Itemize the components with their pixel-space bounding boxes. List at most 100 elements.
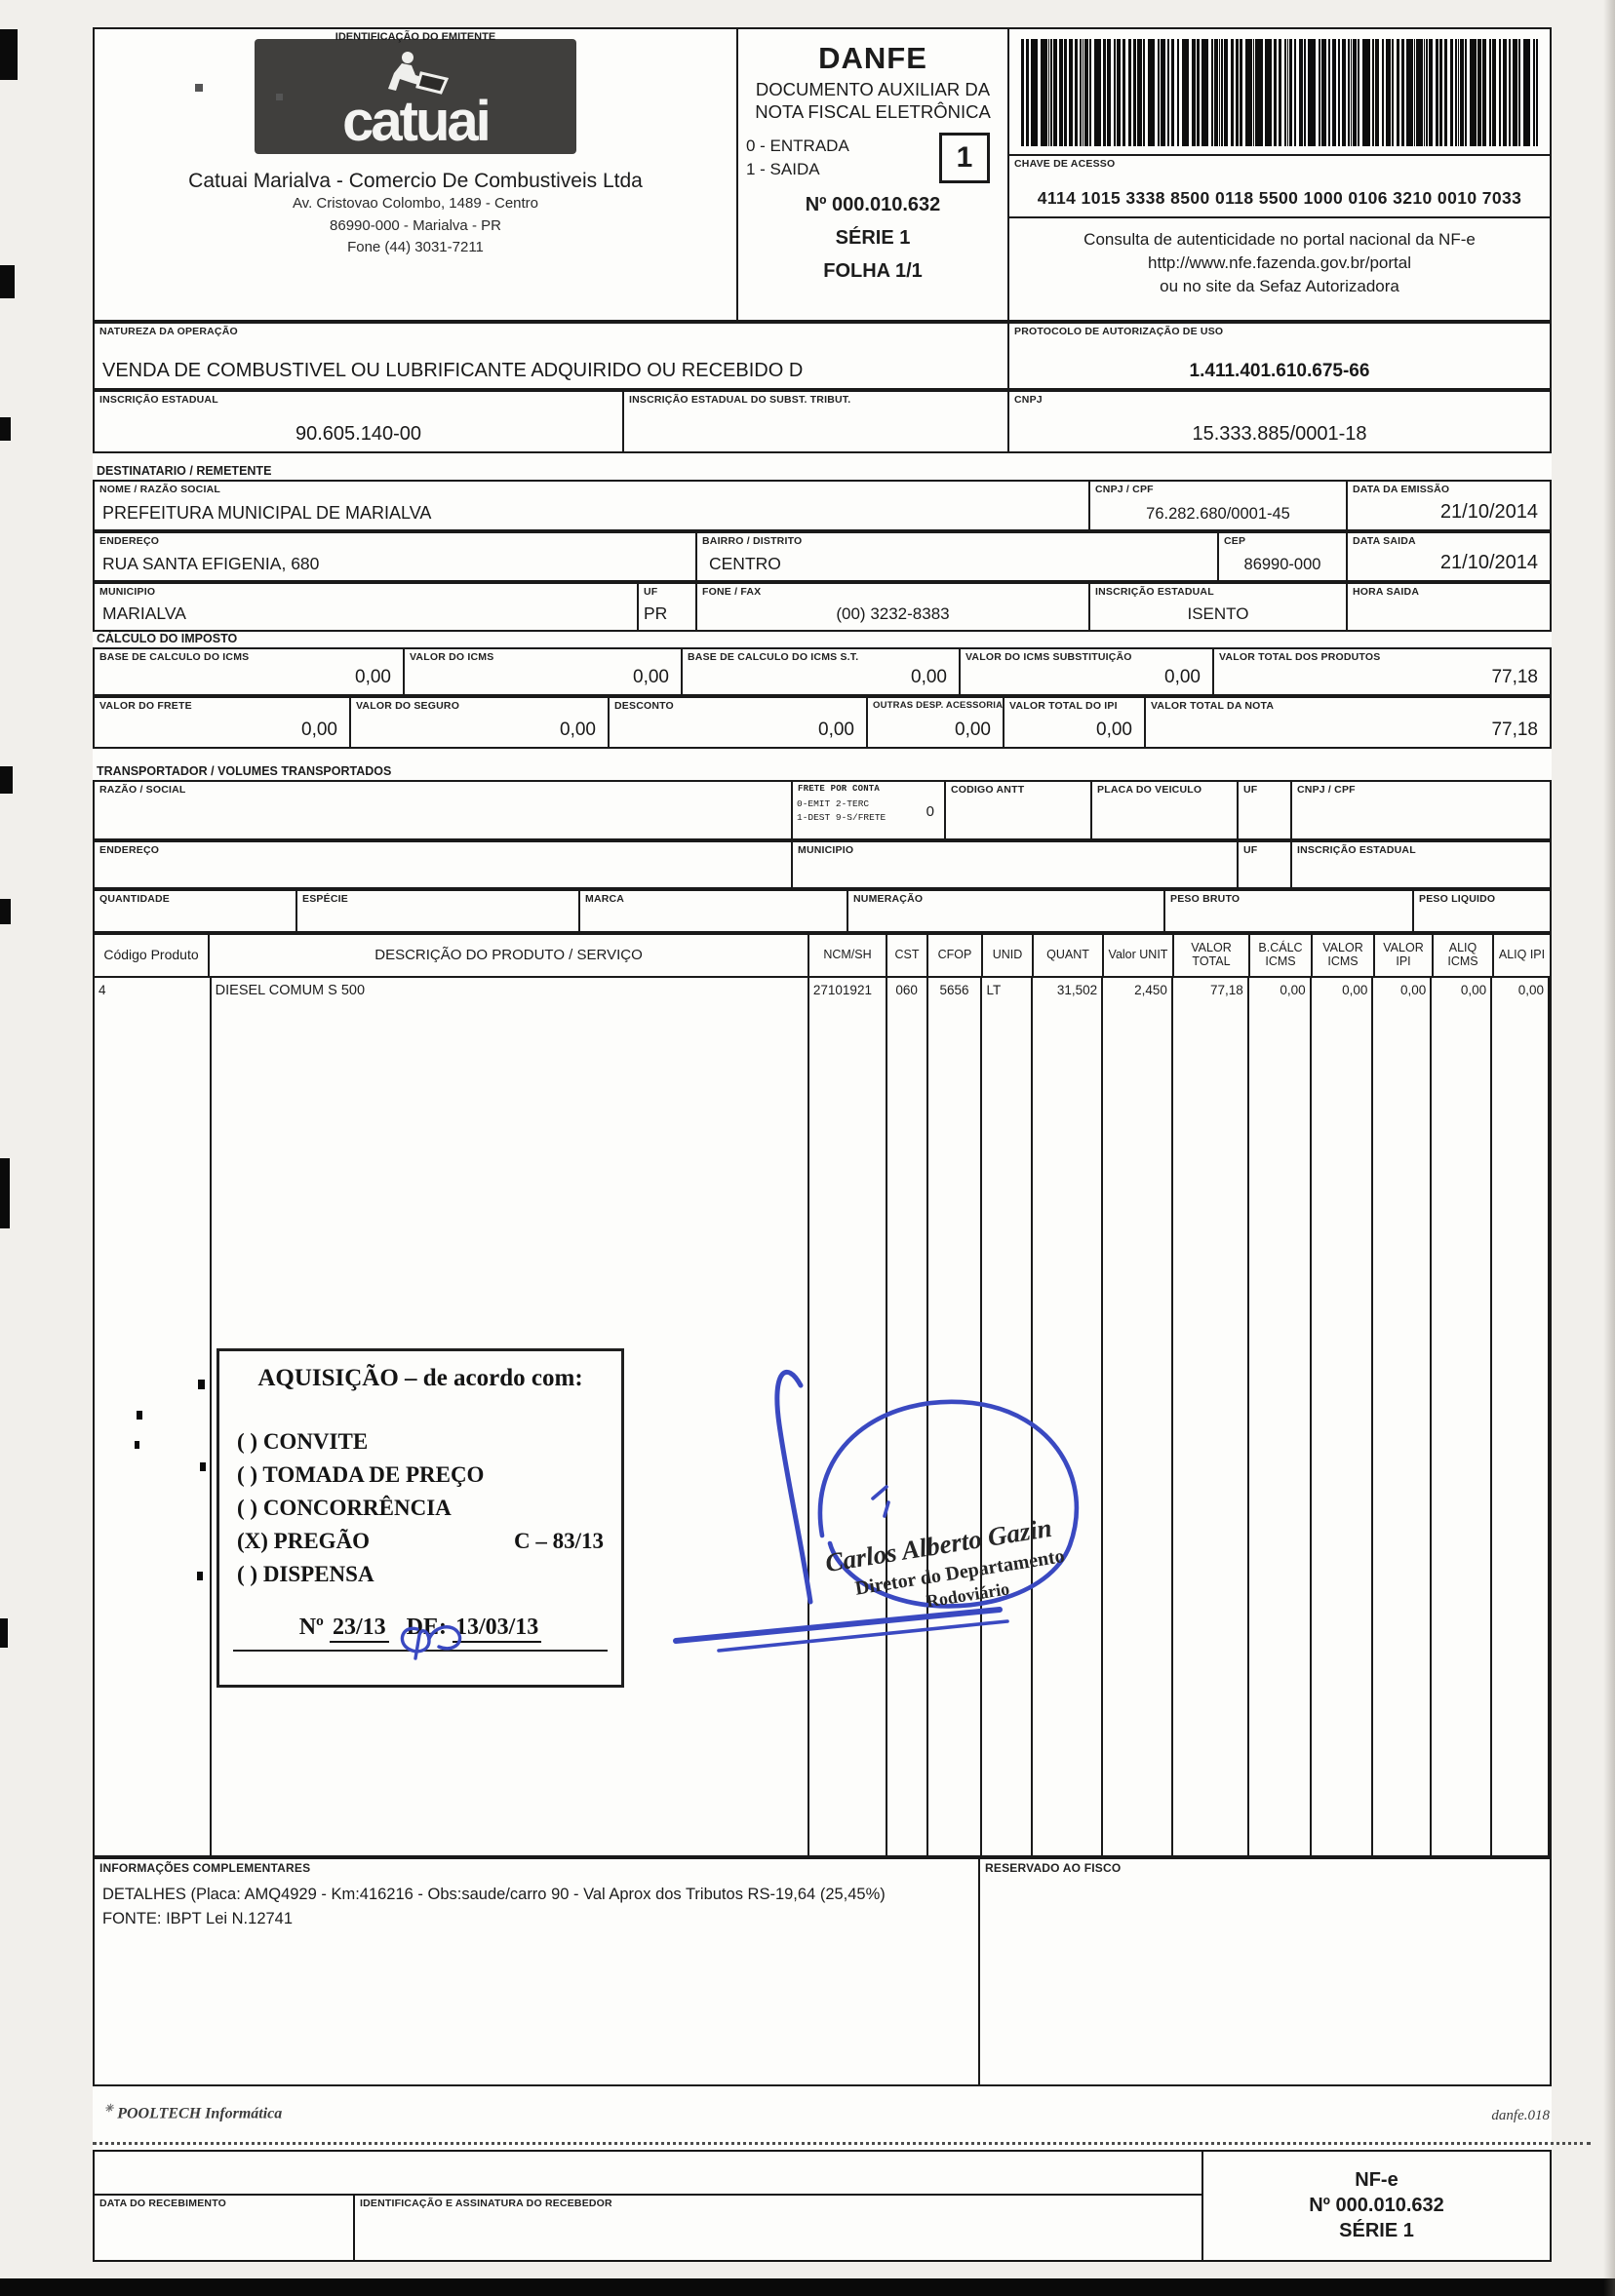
field-data-recebimento: DATA DO RECEBIMENTO <box>95 2196 355 2260</box>
ie-valor: 90.605.140-00 <box>295 423 421 445</box>
imposto-row-2: VALOR DO FRETE 0,00 VALOR DO SEGURO 0,00… <box>93 696 1552 749</box>
field-natureza-operacao: NATUREZA DA OPERAÇÃO VENDA DE COMBUSTIVE… <box>93 322 1009 390</box>
dest-municipio-valor: MARIALVA <box>102 603 186 623</box>
doc-reference: danfe.018 <box>1491 2108 1550 2123</box>
transp-ie-label: INSCRIÇÃO ESTADUAL <box>1297 844 1416 856</box>
numeracao-label: NUMERAÇÃO <box>853 893 924 905</box>
frete-conta-linha-2: 1-DEST 9-S/FRETE <box>797 812 886 824</box>
field-marca: MARCA <box>580 889 848 933</box>
scan-artifact <box>0 1618 8 1648</box>
data-emissao-label: DATA DA EMISSÃO <box>1353 484 1450 495</box>
cnpj-valor: 15.333.885/0001-18 <box>1192 423 1367 445</box>
perforation-dotted-line <box>93 2142 1591 2145</box>
item-valor-icms: 0,00 <box>1312 978 1374 1855</box>
header-block: IDENTIFICAÇÃO DO EMITENTE catuai Catuai … <box>93 27 1552 322</box>
dest-uf-valor: PR <box>644 603 668 623</box>
nota-folha: FOLHA 1/1 <box>823 260 923 283</box>
desconto-valor: 0,00 <box>818 720 854 740</box>
vendor-credit: ✳ POOLTECH Informática <box>104 2102 282 2122</box>
stamp-option-tomada: ( ) TOMADA DE PREÇO <box>237 1462 485 1487</box>
valor-frete-valor: 0,00 <box>301 720 337 740</box>
scan-speck <box>195 84 203 92</box>
total-produtos-valor: 77,18 <box>1491 667 1538 687</box>
danfe-title: DANFE <box>818 41 927 75</box>
field-dest-cnpj: CNPJ / CPF 76.282.680/0001-45 <box>1090 480 1348 531</box>
dest-endereco-label: ENDEREÇO <box>99 535 160 547</box>
placa-veiculo-label: PLACA DO VEICULO <box>1097 784 1202 796</box>
data-saida-valor: 21/10/2014 <box>1439 552 1538 573</box>
dest-nome-label: NOME / RAZÃO SOCIAL <box>99 484 220 495</box>
field-valor-seguro: VALOR DO SEGURO 0,00 <box>351 696 610 749</box>
item-descricao: DIESEL COMUM S 500 <box>212 978 809 1855</box>
dest-uf-label: UF <box>644 586 658 598</box>
col-header-quant: QUANT <box>1034 933 1104 978</box>
emitente-nome: Catuai Marialva - Comercio De Combustive… <box>188 170 643 192</box>
stamp-option-convite: ( ) CONVITE <box>237 1429 369 1454</box>
field-dest-cep: CEP 86990-000 <box>1219 531 1348 582</box>
item-aliq-ipi: 0,00 <box>1492 978 1550 1855</box>
transportador-row-2: ENDEREÇO MUNICIPIO UF INSCRIÇÃO ESTADUAL <box>93 840 1552 889</box>
stamp-numero-valor: 23/13 <box>329 1615 389 1643</box>
bc-icms-valor: 0,00 <box>355 667 391 687</box>
dest-endereco-valor: RUA SANTA EFIGENIA, 680 <box>102 554 320 573</box>
canhoto-nfe-serie: SÉRIE 1 <box>1339 2220 1414 2241</box>
dest-cnpj-label: CNPJ / CPF <box>1095 484 1154 495</box>
field-dest-endereco: ENDEREÇO RUA SANTA EFIGENIA, 680 <box>93 531 697 582</box>
item-cst: 060 <box>887 978 928 1855</box>
destinatario-row-3: MUNICIPIO MARIALVA UF PR FONE / FAX (00)… <box>93 582 1552 632</box>
field-peso-bruto: PESO BRUTO <box>1165 889 1414 933</box>
field-frete-por-conta: FRETE POR CONTA 0-EMIT 2-TERC 1-DEST 9-S… <box>793 780 946 840</box>
col-header-aliq-icms: ALIQ ICMS <box>1434 933 1494 978</box>
col-header-codigo: Código Produto <box>93 933 210 978</box>
icms-subst-valor: 0,00 <box>1164 667 1201 687</box>
data-saida-label: DATA SAIDA <box>1353 535 1416 547</box>
field-especie: ESPÉCIE <box>297 889 580 933</box>
catuai-logo: catuai <box>255 39 576 154</box>
field-transp-municipio: MUNICIPIO <box>793 840 1239 889</box>
emitente-cidade: 86990-000 - Marialva - PR <box>330 216 501 234</box>
entrada-label: 0 - ENTRADA <box>746 136 849 155</box>
consulta-linha-3: ou no site da Sefaz Autorizadora <box>1160 276 1399 295</box>
field-peso-liquido: PESO LIQUIDO <box>1414 889 1552 933</box>
emitente-fone: Fone (44) 3031-7211 <box>347 239 484 255</box>
transp-uf-2-label: UF <box>1243 844 1258 856</box>
transp-razao-label: RAZÃO / SOCIAL <box>99 784 186 796</box>
valor-seguro-valor: 0,00 <box>560 720 596 740</box>
field-codigo-antt: CODIGO ANTT <box>946 780 1092 840</box>
scan-speck <box>200 1462 206 1471</box>
vendor-icon: ✳ <box>104 2103 114 2115</box>
quantidade-label: QUANTIDADE <box>99 893 170 905</box>
scan-edge-shadow <box>1603 0 1615 2296</box>
emitente-box: IDENTIFICAÇÃO DO EMITENTE catuai Catuai … <box>93 27 738 322</box>
chave-column: CHAVE DE ACESSO 4114 1015 3338 8500 0118… <box>1009 27 1552 322</box>
field-transp-cnpj: CNPJ / CPF <box>1292 780 1552 840</box>
chave-acesso-box: CHAVE DE ACESSO 4114 1015 3338 8500 0118… <box>1009 154 1550 216</box>
col-header-unid: UNID <box>983 933 1034 978</box>
ie-subst-label: INSCRIÇÃO ESTADUAL DO SUBST. TRIBUT. <box>629 394 851 406</box>
frete-conta-valor: 0 <box>926 803 934 820</box>
dest-cep-label: CEP <box>1224 535 1246 547</box>
dest-ie-label: INSCRIÇÃO ESTADUAL <box>1095 586 1214 598</box>
field-data-emissao: DATA DA EMISSÃO 21/10/2014 <box>1348 480 1552 531</box>
field-desconto: DESCONTO 0,00 <box>610 696 868 749</box>
consulta-box: Consulta de autenticidade no portal naci… <box>1009 216 1550 320</box>
informacoes-linha-1: DETALHES (Placa: AMQ4929 - Km:416216 - O… <box>102 1886 886 1903</box>
stamp-option-pregao: (X) PREGÃO C – 83/13 <box>237 1525 604 1558</box>
danfe-box: DANFE DOCUMENTO AUXILIAR DA NOTA FISCAL … <box>738 27 1009 322</box>
total-nota-valor: 77,18 <box>1491 720 1538 740</box>
canhoto-recibo: DATA DO RECEBIMENTO IDENTIFICAÇÃO E ASSI… <box>93 2150 1552 2262</box>
field-hora-saida: HORA SAIDA <box>1348 582 1552 632</box>
canhoto-nfe-numero: Nº 000.010.632 <box>1309 2195 1444 2216</box>
field-reservado-fisco: RESERVADO AO FISCO <box>980 1857 1552 2086</box>
canhoto-recibo-strip <box>95 2152 1201 2196</box>
item-aliq-icms: 0,00 <box>1432 978 1493 1855</box>
chave-acesso-label: CHAVE DE ACESSO <box>1014 158 1116 170</box>
informacoes-texto: DETALHES (Placa: AMQ4929 - Km:416216 - O… <box>102 1883 968 1931</box>
natureza-valor: VENDA DE COMBUSTIVEL OU LUBRIFICANTE ADQ… <box>102 360 804 381</box>
stamp-numero-label: Nº <box>298 1615 324 1640</box>
total-ipi-valor: 0,00 <box>1096 720 1132 740</box>
total-ipi-label: VALOR TOTAL DO IPI <box>1009 700 1118 712</box>
col-header-aliq-ipi: ALIQ IPI <box>1494 933 1552 978</box>
col-header-valor-unit: Valor UNIT <box>1104 933 1174 978</box>
